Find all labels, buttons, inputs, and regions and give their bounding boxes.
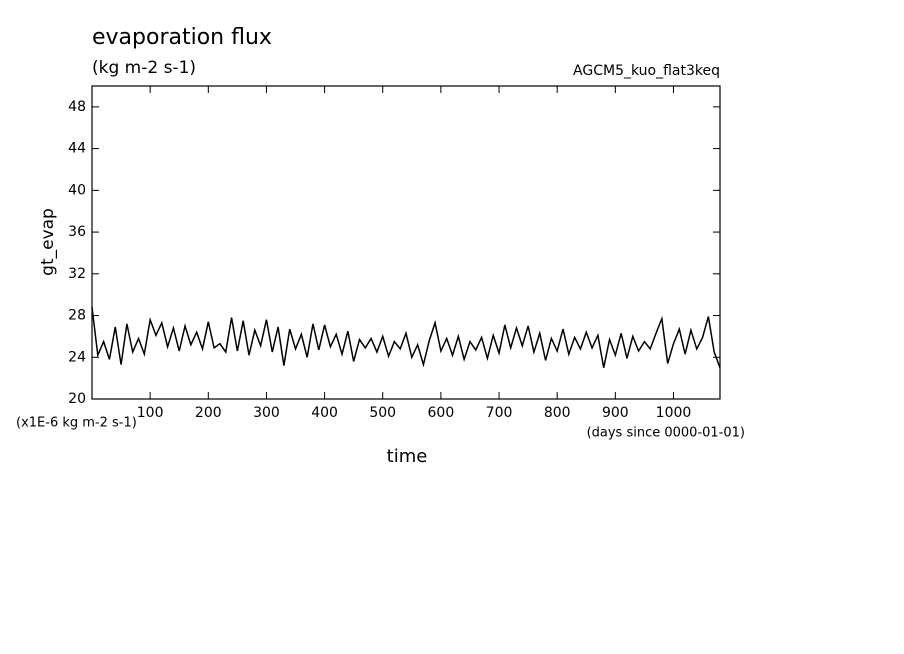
- y-unit-label: (x1E-6 kg m-2 s-1): [16, 416, 137, 431]
- y-tick-label: 44: [68, 141, 86, 157]
- x-tick-label: 700: [486, 405, 513, 421]
- x-tick-label: 1000: [656, 405, 692, 421]
- annotation: AGCM5_kuo_flat3keq: [573, 63, 720, 79]
- plot-frame: [91, 85, 721, 400]
- y-tick-label: 28: [68, 308, 86, 324]
- y-tick-label: 24: [68, 349, 86, 365]
- chart-subtitle: (kg m-2 s-1): [92, 58, 196, 78]
- x-axis-label: time: [387, 446, 428, 467]
- x-tick-label: 200: [195, 405, 222, 421]
- data-line: [91, 307, 721, 368]
- y-tick-label: 32: [68, 266, 86, 282]
- x-tick-label: 600: [428, 405, 455, 421]
- x-tick-label: 100: [137, 405, 164, 421]
- y-axis-label: gt_evap: [38, 208, 58, 276]
- x-tick-label: 900: [602, 405, 629, 421]
- y-tick-label: 20: [68, 391, 86, 407]
- chart-title: evaporation flux: [92, 25, 272, 50]
- y-tick-label: 48: [68, 99, 86, 115]
- x-tick-label: 500: [369, 405, 396, 421]
- x-unit-label: (days since 0000-01-01): [587, 426, 745, 441]
- x-tick-label: 800: [544, 405, 571, 421]
- x-tick-label: 300: [253, 405, 280, 421]
- x-tick-label: 400: [311, 405, 338, 421]
- y-tick-label: 40: [68, 182, 86, 198]
- y-tick-label: 36: [68, 224, 86, 240]
